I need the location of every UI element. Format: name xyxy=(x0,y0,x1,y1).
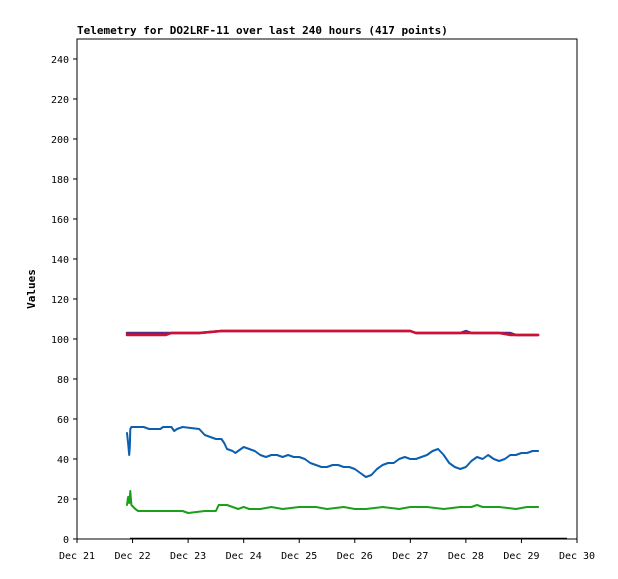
y-tick-label: 120 xyxy=(51,295,69,306)
y-axis-label: Values xyxy=(25,269,38,309)
x-tick-label: Dec 21 xyxy=(59,551,95,562)
series-lines xyxy=(125,329,540,514)
y-tick-label: 0 xyxy=(63,535,69,546)
x-tick-label: Dec 29 xyxy=(503,551,539,562)
x-tick-label: Dec 25 xyxy=(281,551,317,562)
y-tick-label: 180 xyxy=(51,175,69,186)
y-tick-label: 140 xyxy=(51,255,69,266)
x-tick-label: Dec 30 xyxy=(559,551,595,562)
x-tick-label: Dec 28 xyxy=(448,551,484,562)
y-tick-label: 100 xyxy=(51,335,69,346)
plot-frame xyxy=(76,38,578,540)
y-tick-label: 20 xyxy=(57,495,69,506)
y-tick-label: 80 xyxy=(57,375,69,386)
x-tick-label: Dec 27 xyxy=(392,551,428,562)
x-tick-label: Dec 23 xyxy=(170,551,206,562)
series-line-2 xyxy=(126,490,540,514)
y-tick-label: 200 xyxy=(51,135,69,146)
x-tick-label: Dec 24 xyxy=(226,551,262,562)
series-line-4 xyxy=(125,329,540,337)
chart-title: Telemetry for DO2LRF-11 over last 240 ho… xyxy=(77,24,448,37)
series-line-1 xyxy=(126,426,540,478)
y-tick-label: 240 xyxy=(51,55,69,66)
y-tick-label: 160 xyxy=(51,215,69,226)
x-tick-label: Dec 26 xyxy=(337,551,373,562)
x-tick-label: Dec 22 xyxy=(114,551,150,562)
y-tick-label: 220 xyxy=(51,95,69,106)
y-axis-ticks: 0 20 40 60 80 100 120 140 160 180 200 220 240 xyxy=(51,55,77,546)
y-tick-label: 40 xyxy=(57,455,69,466)
y-tick-label: 60 xyxy=(57,415,69,426)
x-axis-ticks: Dec 21 Dec 22 Dec 23 Dec 24 Dec 25 Dec 26 Dec … xyxy=(59,539,595,562)
